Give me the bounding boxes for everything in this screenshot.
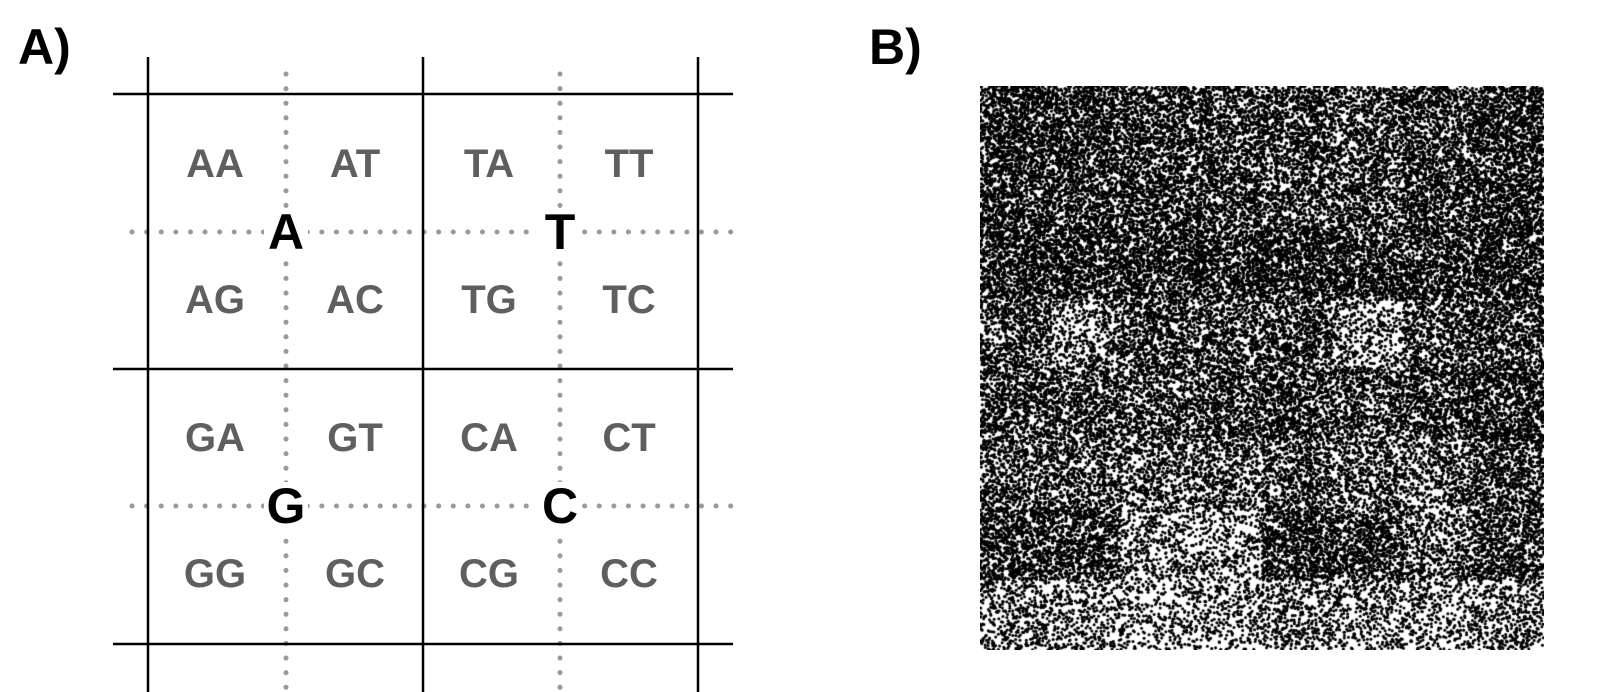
dinucleotide-label-ac: AC [326,278,384,322]
dinucleotide-label-tg: TG [461,278,517,322]
dinucleotide-label-cc: CC [600,552,658,596]
dinucleotide-label-tt: TT [605,142,654,186]
panel-b-label: B) [869,22,922,72]
dinucleotide-label-ta: TA [464,142,514,186]
dinucleotide-label-gg: GG [184,552,246,596]
dinucleotide-label-at: AT [330,142,380,186]
dinucleotide-label-ag: AG [185,278,245,322]
dinucleotide-label-cg: CG [459,552,519,596]
dinucleotide-label-ga: GA [185,416,245,460]
dinucleotide-label-ct: CT [602,416,655,460]
dinucleotide-label-ca: CA [460,416,518,460]
nucleotide-label-c: C [542,478,578,534]
dinucleotide-label-tc: TC [602,278,655,322]
scatter-plot [980,86,1544,650]
dinucleotide-label-aa: AA [186,142,244,186]
dinucleotide-label-gt: GT [327,416,383,460]
dinucleotide-label-gc: GC [325,552,385,596]
nucleotide-label-g: G [267,478,306,534]
nucleotide-label-a: A [268,204,304,260]
nucleotide-label-t: T [545,204,576,260]
